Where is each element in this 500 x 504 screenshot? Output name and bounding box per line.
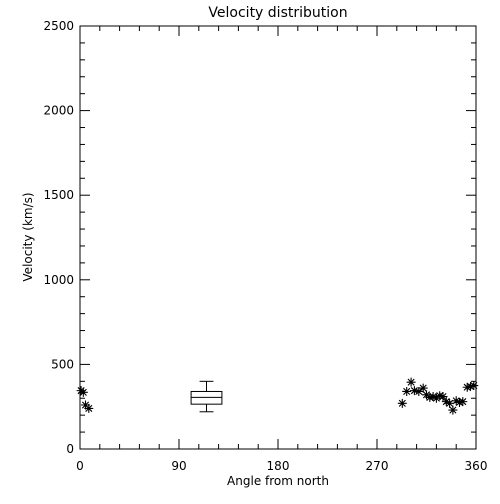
data-point xyxy=(409,386,419,396)
data-point xyxy=(425,392,435,402)
data-point xyxy=(458,397,468,407)
y-tick-label: 1500 xyxy=(43,188,74,202)
data-point xyxy=(448,405,458,415)
data-point xyxy=(469,381,479,391)
y-tick-label: 1000 xyxy=(43,273,74,287)
data-point xyxy=(428,392,438,402)
axes: 0 90 180 270 360 0 500 1000 1500 2000 2500 xyxy=(43,19,487,473)
x-tick-label: 270 xyxy=(366,459,389,473)
data-point xyxy=(462,382,472,392)
data-point xyxy=(78,387,88,397)
data-point xyxy=(402,386,412,396)
data-point xyxy=(451,396,461,406)
x-tick-label: 180 xyxy=(267,459,290,473)
y-tick-label: 2500 xyxy=(43,19,74,33)
x-tick-label: 90 xyxy=(171,459,186,473)
x-tick-label: 0 xyxy=(76,459,84,473)
data-points xyxy=(76,377,479,415)
y-tick-label: 2000 xyxy=(43,104,74,118)
boxplot xyxy=(190,380,223,413)
data-point xyxy=(445,398,455,408)
data-point xyxy=(435,391,445,401)
data-point xyxy=(84,403,94,413)
data-point xyxy=(406,377,416,387)
x-axis-label: Angle from north xyxy=(227,474,329,488)
data-point xyxy=(414,386,424,396)
x-tick-label: 360 xyxy=(465,459,488,473)
plot-frame xyxy=(79,25,477,450)
chart-title: Velocity distribution xyxy=(208,5,347,21)
data-point xyxy=(441,397,451,407)
data-point xyxy=(81,400,90,410)
data-point xyxy=(438,392,448,402)
y-tick-label: 0 xyxy=(66,442,74,456)
data-point xyxy=(455,397,464,407)
data-point xyxy=(418,383,428,393)
y-axis-label: Velocity (km/s) xyxy=(21,192,35,281)
y-tick-label: 500 xyxy=(51,357,74,371)
data-point xyxy=(397,398,407,408)
data-point xyxy=(466,381,475,391)
